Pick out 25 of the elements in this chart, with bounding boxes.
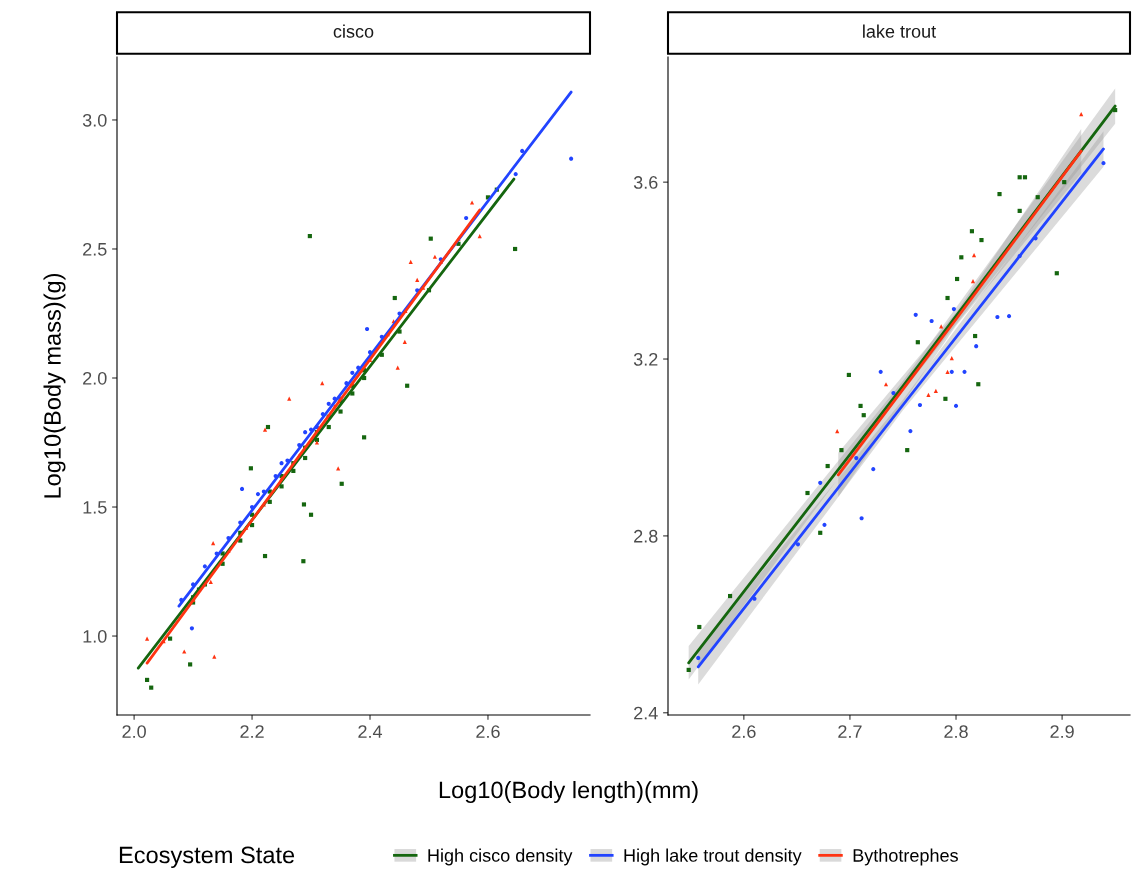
x-tick-label: 2.7 <box>838 725 862 738</box>
y-tick-label: 3.6 <box>633 176 658 189</box>
y-tick-label: 1.0 <box>83 629 107 643</box>
legend-label: Bythotrephes <box>853 848 958 866</box>
x-tick-label: 2.6 <box>732 725 756 738</box>
legend-label: High lake trout density <box>624 848 802 866</box>
legend-title: Ecosystem State <box>119 846 295 869</box>
x-tick-label: 2.6 <box>476 725 500 738</box>
x-axis-title: Log10(Body length)(mm) <box>439 780 698 804</box>
y-tick-label: 3.0 <box>82 113 107 127</box>
y-tick-label: 1.5 <box>83 501 107 514</box>
x-tick-label: 2.2 <box>240 725 264 738</box>
chart-title: cisco <box>333 24 374 38</box>
y-tick-label: 2.8 <box>634 529 658 543</box>
y-tick-label: 2.0 <box>83 371 107 385</box>
chart-title: lake trout <box>863 24 936 38</box>
y-tick-label: 2.5 <box>83 242 107 256</box>
y-axis-title: Log10(Body mass)(g) <box>43 273 66 498</box>
x-tick-label: 2.4 <box>358 725 383 738</box>
y-tick-label: 3.2 <box>633 352 658 366</box>
y-tick-label: 2.4 <box>634 706 658 720</box>
x-tick-label: 2.9 <box>1050 725 1074 738</box>
legend-label: High cisco density <box>428 848 573 866</box>
x-tick-label: 2.0 <box>122 725 146 738</box>
x-tick-label: 2.8 <box>944 725 968 738</box>
